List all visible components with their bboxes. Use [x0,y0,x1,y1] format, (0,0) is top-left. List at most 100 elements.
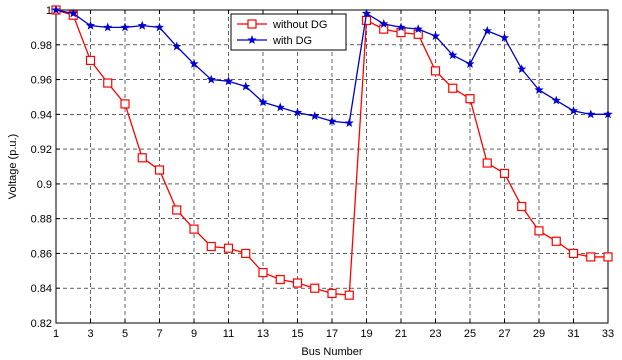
x-tick-label: 21 [395,328,407,340]
data-point-with-dg [51,5,61,14]
data-point-with-dg [85,20,96,30]
data-point-without-dg [534,226,544,236]
data-point-without-dg [85,55,96,66]
x-tick-label: 29 [533,328,545,340]
y-tick-label: 0.96 [31,75,52,87]
data-point-without-dg [275,274,285,285]
data-point-without-dg [103,78,113,88]
data-point-without-dg [241,248,251,259]
data-point-without-dg [517,201,527,212]
data-point-with-dg [120,22,130,32]
data-point-with-dg [258,97,268,107]
series-with-dg [51,5,613,127]
data-point-with-dg [551,95,561,105]
data-point-without-dg [448,83,458,93]
data-point-without-dg [603,252,613,262]
data-point-without-dg [154,165,165,175]
data-point-without-dg [223,243,234,253]
x-tick-label: 7 [156,328,162,340]
data-point-with-dg [603,109,613,119]
data-point-without-dg [551,236,561,246]
data-point-without-dg [499,168,510,179]
data-point-with-dg [517,64,527,74]
data-point-with-dg [154,22,165,32]
data-point-without-dg [396,28,406,38]
x-tick-label: 3 [87,328,93,340]
axes-layer: 1 3 5 7 9 11 13 15 17 19 21 23 25 27 29 31 330.820.840.8… [7,5,614,358]
data-point-with-dg [206,74,216,84]
x-tick-label: 17 [326,328,338,340]
data-point-without-dg [189,224,199,234]
x-axis-label: Bus Number [301,346,362,358]
data-point-without-dg [120,99,130,109]
x-tick-label: 15 [291,328,303,340]
y-tick-label: 0.9 [37,179,52,191]
data-point-without-dg [172,205,182,215]
data-point-with-dg [413,24,423,34]
data-point-without-dg [379,24,389,34]
x-tick-label: 23 [429,328,441,340]
data-point-with-dg [361,8,372,18]
data-point-with-dg [327,116,337,126]
data-point-with-dg [396,22,406,32]
data-point-with-dg [172,41,182,51]
x-tick-label: 25 [464,328,476,340]
data-point-with-dg [189,59,199,68]
data-point-without-dg [258,267,268,278]
x-tick-label: 11 [223,328,234,340]
data-point-without-dg [568,248,579,259]
x-tick-label: 1 [53,328,59,340]
data-point-without-dg [292,278,303,288]
data-point-with-dg [448,50,458,60]
legend-label-with-dg: with DG [272,35,312,47]
data-point-without-dg [327,288,337,299]
y-axis-label: Voltage (p.u.) [7,134,19,199]
data-point-with-dg [465,59,475,68]
data-point-with-dg [499,32,510,42]
data-point-without-dg [465,94,475,104]
data-point-with-dg [275,102,285,112]
data-point-without-dg [482,158,492,168]
data-point-with-dg [568,106,579,115]
data-point-with-dg [292,107,303,117]
legend-marker-with-dg [247,35,257,44]
series-without-dg [51,5,613,300]
grid-layer [56,10,608,323]
legend: without DG with DG [230,13,347,51]
data-point-with-dg [482,26,492,35]
x-tick-label: 31 [567,328,579,340]
data-point-with-dg [241,81,251,91]
x-tick-label: 27 [498,328,510,340]
x-tick-label: 33 [602,328,614,340]
data-point-with-dg [430,31,441,41]
data-point-with-dg [534,85,544,94]
data-point-with-dg [310,111,320,120]
data-point-without-dg [206,241,216,252]
data-point-with-dg [223,76,234,86]
x-tick-label: 9 [191,328,197,340]
x-tick-label: 19 [360,328,372,340]
data-point-with-dg [68,8,78,18]
data-point-with-dg [103,22,113,32]
data-point-without-dg [413,29,423,39]
y-tick-label: 0.98 [31,40,52,52]
y-tick-label: 0.86 [31,248,52,260]
y-tick-label: 1 [46,5,52,17]
y-tick-label: 0.88 [31,214,52,226]
y-tick-label: 0.92 [31,144,52,156]
data-point-with-dg [379,19,389,28]
data-point-without-dg [344,290,354,300]
data-point-without-dg [430,66,441,76]
data-point-without-dg [586,252,596,262]
data-point-with-dg [344,118,354,127]
y-tick-label: 0.84 [31,283,52,295]
y-tick-label: 0.82 [31,318,52,330]
x-tick-label: 5 [122,328,128,340]
data-point-with-dg [586,109,596,119]
legend-marker-without-dg [247,19,257,29]
data-point-with-dg [137,20,147,30]
data-point-without-dg [137,153,147,163]
legend-label-without-dg: without DG [272,19,327,31]
series-layer [51,5,613,300]
